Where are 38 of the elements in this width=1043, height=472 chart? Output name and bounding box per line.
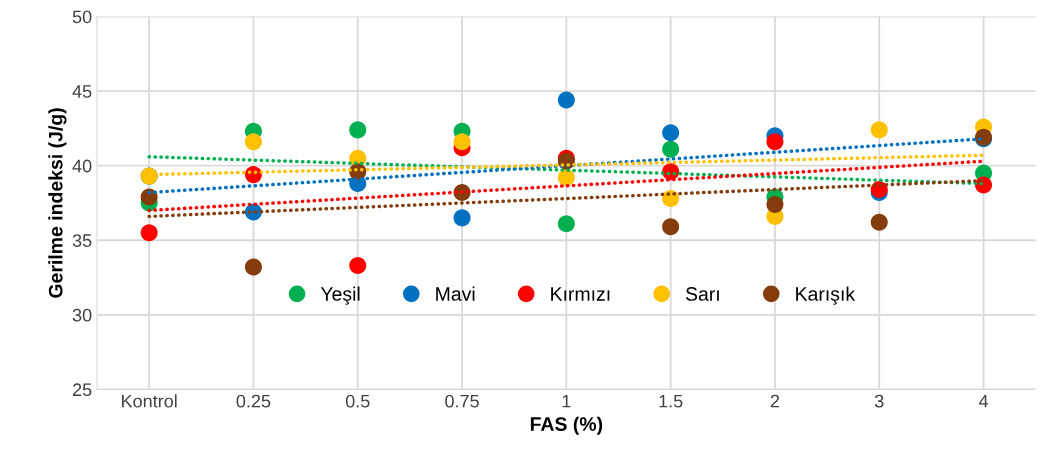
point	[557, 91, 575, 109]
point	[349, 257, 367, 275]
point	[140, 224, 158, 242]
point	[557, 215, 575, 233]
point	[662, 218, 680, 236]
x-tick-label: 4	[978, 394, 989, 408]
y-tick-label: 35	[72, 234, 92, 247]
point	[766, 133, 784, 151]
legend-label: Karışık	[796, 286, 856, 305]
y-axis-title: Gerilme indeksi (J/g)	[48, 108, 67, 298]
legend-label: Kırmızı	[551, 287, 610, 301]
x-tick-label: 3	[874, 394, 884, 408]
point	[453, 133, 471, 151]
point	[349, 121, 367, 139]
x-axis-title: FAS (%)	[530, 416, 603, 435]
point	[662, 140, 680, 158]
y-tick-label: 40	[72, 159, 92, 173]
y-tick-label: 45	[72, 85, 92, 98]
x-tick-label: 2	[770, 394, 780, 408]
point	[662, 124, 680, 142]
legend-label: Sarı	[685, 287, 719, 301]
point	[244, 133, 262, 151]
x-tick-label: 1	[562, 394, 571, 408]
point	[453, 209, 471, 227]
legend-label: Mavi	[436, 286, 475, 301]
x-tick-label: Kontrol	[122, 394, 177, 408]
x-tick-label: 0.25	[236, 394, 271, 408]
x-tick-label: 0.5	[345, 394, 370, 408]
point	[870, 213, 888, 231]
legend-label: Yeşil	[320, 286, 360, 305]
x-tick-label: 0.75	[445, 394, 479, 408]
point	[766, 195, 784, 213]
point	[870, 121, 888, 139]
y-tick-label: 50	[72, 10, 92, 24]
y-tick-label: 25	[72, 383, 92, 397]
point	[244, 258, 262, 276]
x-tick-label: 1.5	[659, 394, 683, 408]
y-tick-label: 30	[72, 308, 92, 322]
